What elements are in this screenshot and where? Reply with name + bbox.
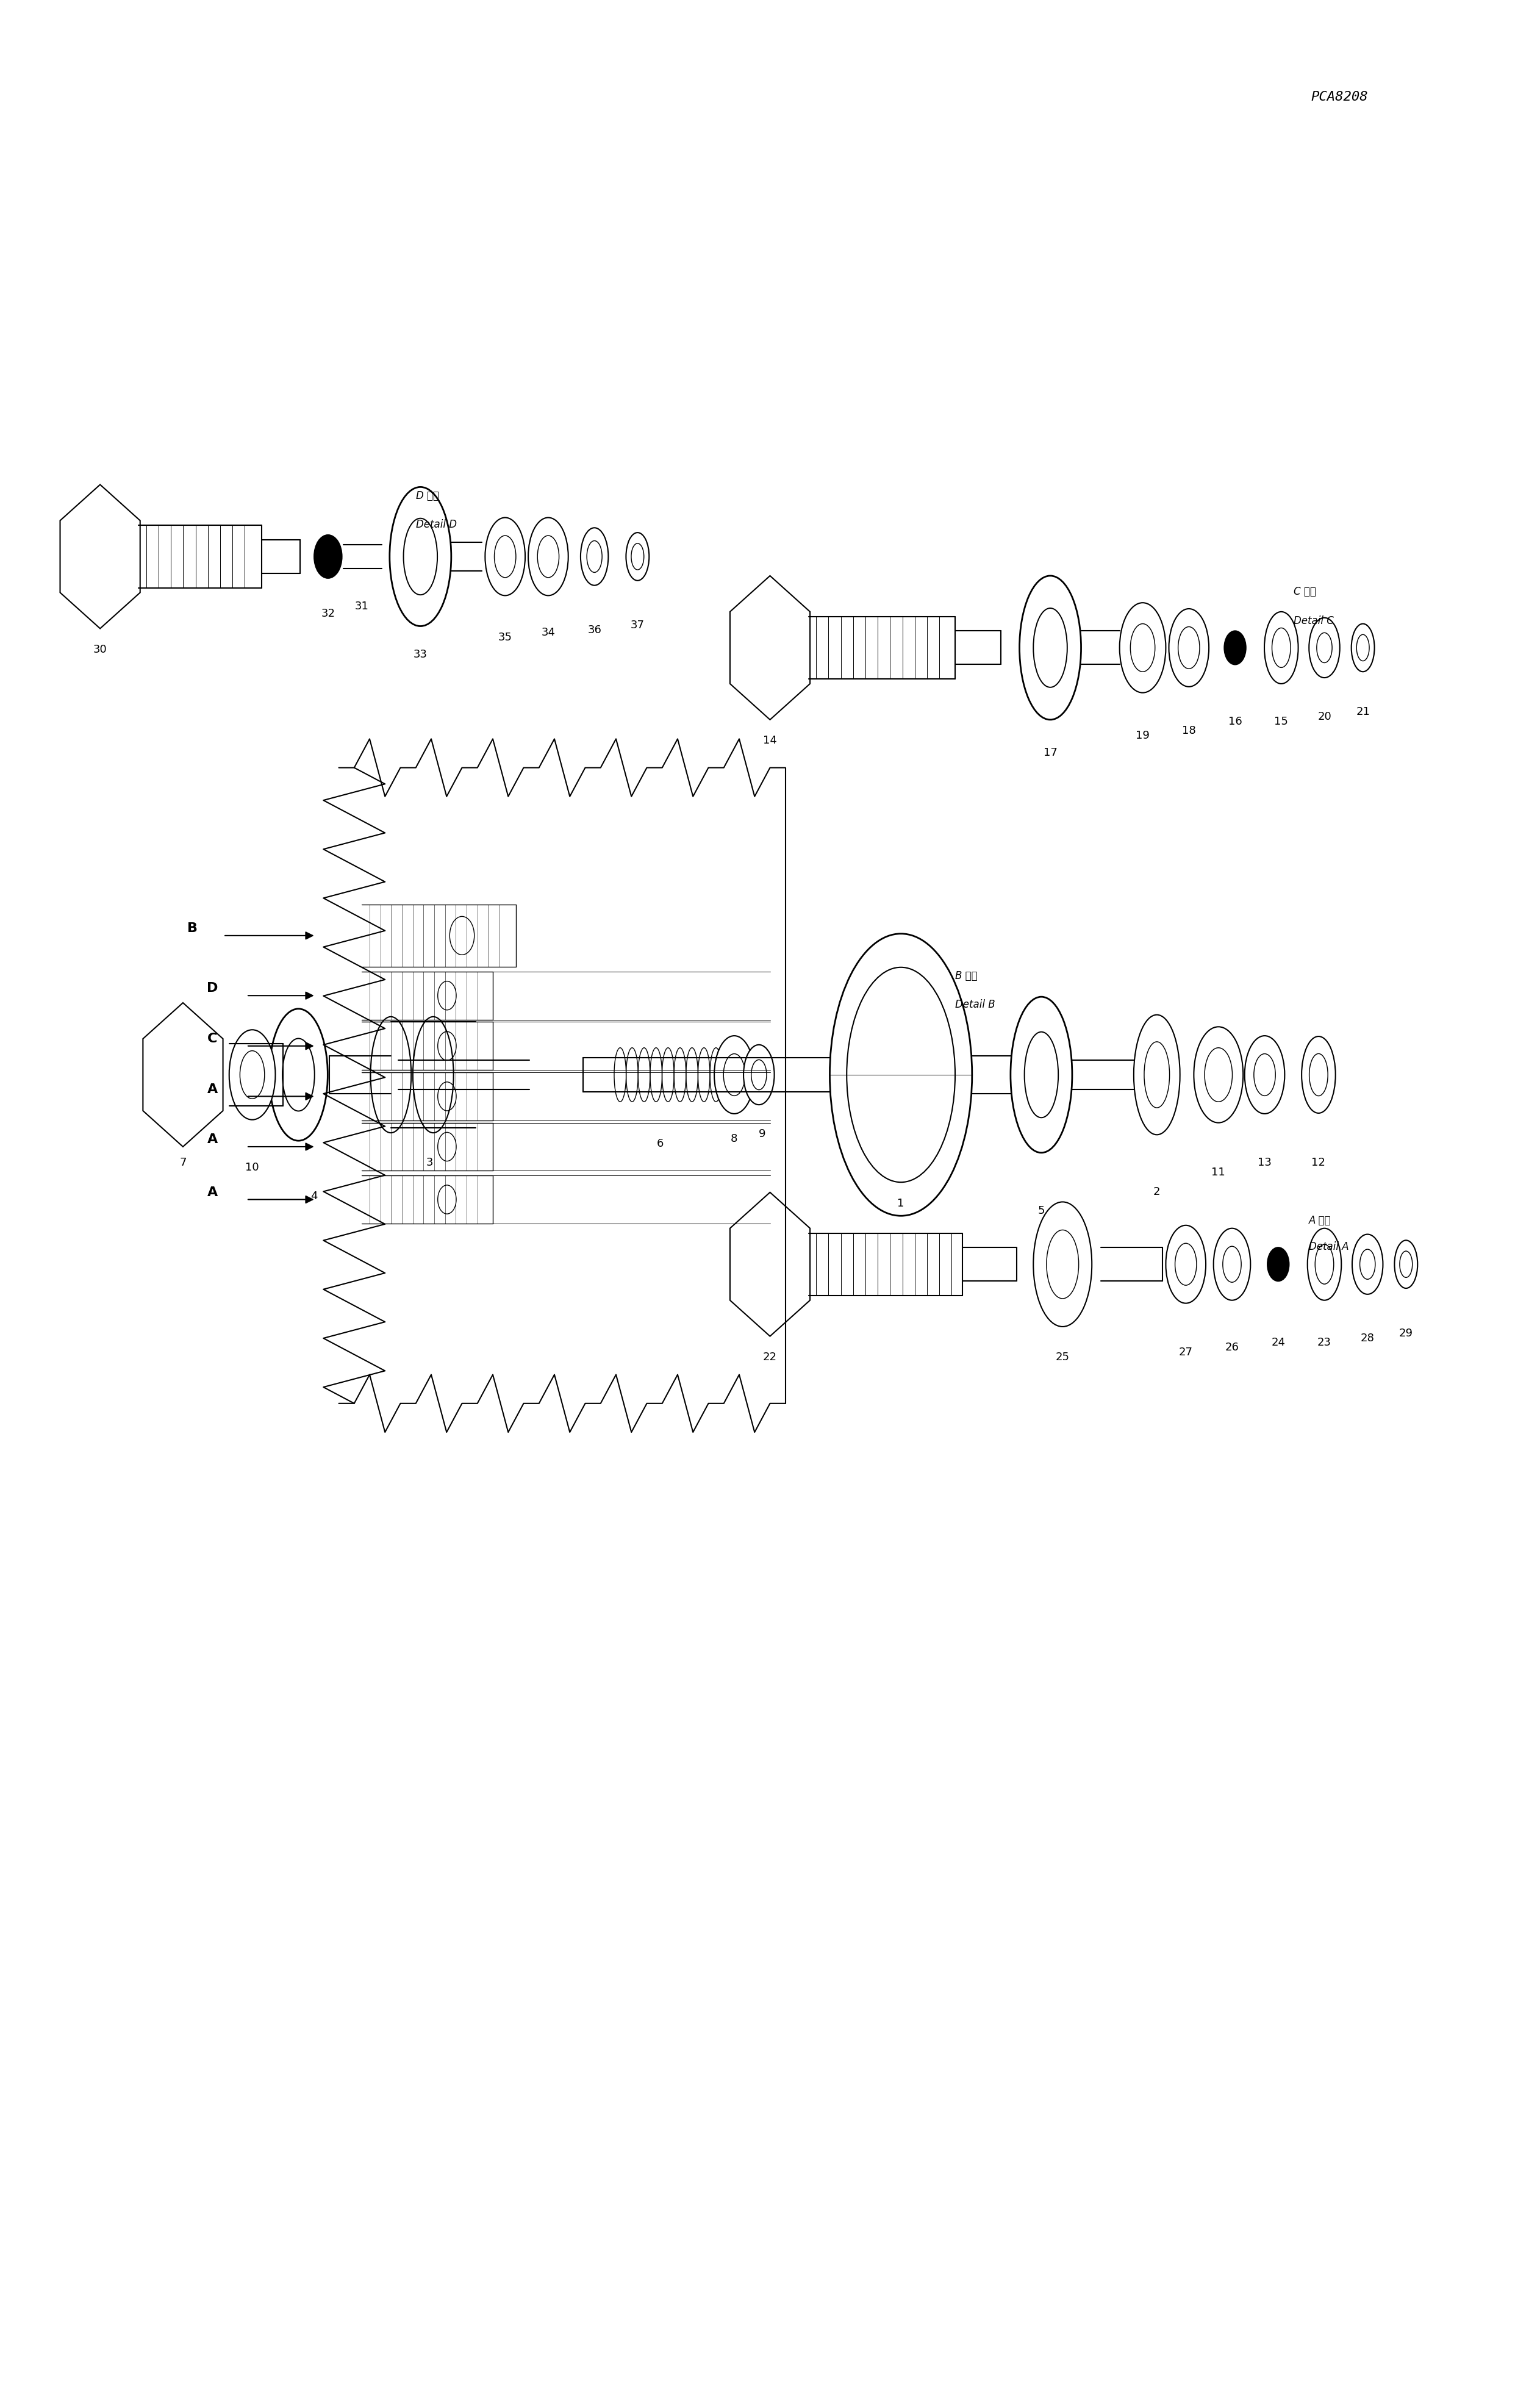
- Ellipse shape: [1033, 1202, 1092, 1327]
- Text: 13: 13: [1258, 1156, 1272, 1168]
- Ellipse shape: [744, 1046, 775, 1104]
- Text: 24: 24: [1270, 1336, 1286, 1348]
- Ellipse shape: [581, 528, 608, 585]
- Polygon shape: [730, 576, 810, 720]
- Text: D 詳細: D 詳細: [416, 489, 439, 501]
- Ellipse shape: [1244, 1036, 1284, 1113]
- Ellipse shape: [1264, 612, 1298, 684]
- Text: 5: 5: [1038, 1204, 1044, 1216]
- Text: 32: 32: [320, 607, 336, 619]
- Text: B: B: [188, 921, 197, 936]
- Text: 8: 8: [732, 1132, 738, 1144]
- Ellipse shape: [528, 518, 568, 595]
- Ellipse shape: [1019, 576, 1081, 720]
- Polygon shape: [730, 1192, 810, 1336]
- Text: A: A: [208, 1132, 217, 1147]
- Ellipse shape: [1352, 624, 1375, 672]
- Text: C 詳細: C 詳細: [1294, 585, 1317, 597]
- Ellipse shape: [1194, 1027, 1243, 1123]
- Text: 6: 6: [658, 1137, 664, 1149]
- Text: C: C: [208, 1032, 217, 1046]
- Text: 36: 36: [587, 624, 602, 636]
- Text: 25: 25: [1055, 1351, 1070, 1363]
- Circle shape: [1267, 1247, 1289, 1281]
- Ellipse shape: [1352, 1235, 1383, 1295]
- Text: 16: 16: [1227, 715, 1243, 727]
- Text: 27: 27: [1178, 1346, 1194, 1358]
- Text: A: A: [208, 1082, 217, 1096]
- Polygon shape: [60, 485, 140, 629]
- Text: 10: 10: [245, 1161, 259, 1173]
- Text: 21: 21: [1355, 705, 1371, 717]
- Ellipse shape: [1395, 1240, 1418, 1288]
- Text: Detail B: Detail B: [955, 998, 995, 1010]
- Text: 22: 22: [762, 1351, 778, 1363]
- Text: 14: 14: [762, 734, 778, 746]
- Text: 19: 19: [1135, 729, 1150, 741]
- Text: 29: 29: [1398, 1327, 1414, 1339]
- Text: 34: 34: [541, 626, 556, 638]
- Ellipse shape: [1010, 998, 1072, 1154]
- Text: 17: 17: [1043, 746, 1058, 758]
- Text: 18: 18: [1181, 724, 1197, 736]
- Text: 1: 1: [898, 1197, 904, 1209]
- Ellipse shape: [1166, 1226, 1206, 1303]
- Ellipse shape: [1133, 1015, 1180, 1135]
- Text: 28: 28: [1360, 1331, 1375, 1343]
- Text: B 詳細: B 詳細: [955, 969, 978, 981]
- Ellipse shape: [270, 1010, 328, 1142]
- Ellipse shape: [1307, 1228, 1341, 1300]
- Ellipse shape: [627, 533, 650, 581]
- Text: 31: 31: [354, 600, 370, 612]
- Circle shape: [314, 535, 342, 578]
- Text: D: D: [206, 981, 219, 996]
- Text: 12: 12: [1312, 1156, 1326, 1168]
- Text: 4: 4: [311, 1190, 317, 1202]
- Text: 9: 9: [759, 1128, 765, 1140]
- Text: A: A: [208, 1185, 217, 1200]
- Text: 11: 11: [1212, 1166, 1226, 1178]
- Text: A 詳細: A 詳細: [1309, 1214, 1332, 1226]
- Text: 20: 20: [1317, 710, 1332, 722]
- Ellipse shape: [1120, 602, 1166, 693]
- Ellipse shape: [1169, 609, 1209, 686]
- Circle shape: [1229, 638, 1241, 657]
- Circle shape: [1224, 631, 1246, 665]
- Text: 7: 7: [180, 1156, 186, 1168]
- Text: Detail A: Detail A: [1309, 1240, 1349, 1252]
- Text: 3: 3: [427, 1156, 433, 1168]
- Text: 33: 33: [413, 648, 428, 660]
- Polygon shape: [143, 1003, 223, 1147]
- Text: PCA8208: PCA8208: [1311, 91, 1369, 103]
- Text: Detail D: Detail D: [416, 518, 457, 530]
- Text: 2: 2: [1153, 1185, 1160, 1197]
- Text: 26: 26: [1224, 1341, 1240, 1353]
- Text: Detail C: Detail C: [1294, 614, 1334, 626]
- Text: 35: 35: [497, 631, 513, 643]
- Text: 23: 23: [1317, 1336, 1332, 1348]
- Ellipse shape: [229, 1029, 276, 1120]
- Ellipse shape: [1309, 619, 1340, 679]
- Ellipse shape: [1214, 1228, 1250, 1300]
- Ellipse shape: [390, 487, 451, 626]
- Circle shape: [1272, 1255, 1284, 1274]
- Text: 30: 30: [92, 643, 108, 655]
- Text: 15: 15: [1274, 715, 1289, 727]
- Ellipse shape: [715, 1036, 755, 1113]
- Ellipse shape: [1301, 1036, 1335, 1113]
- Ellipse shape: [485, 518, 525, 595]
- Text: 37: 37: [630, 619, 645, 631]
